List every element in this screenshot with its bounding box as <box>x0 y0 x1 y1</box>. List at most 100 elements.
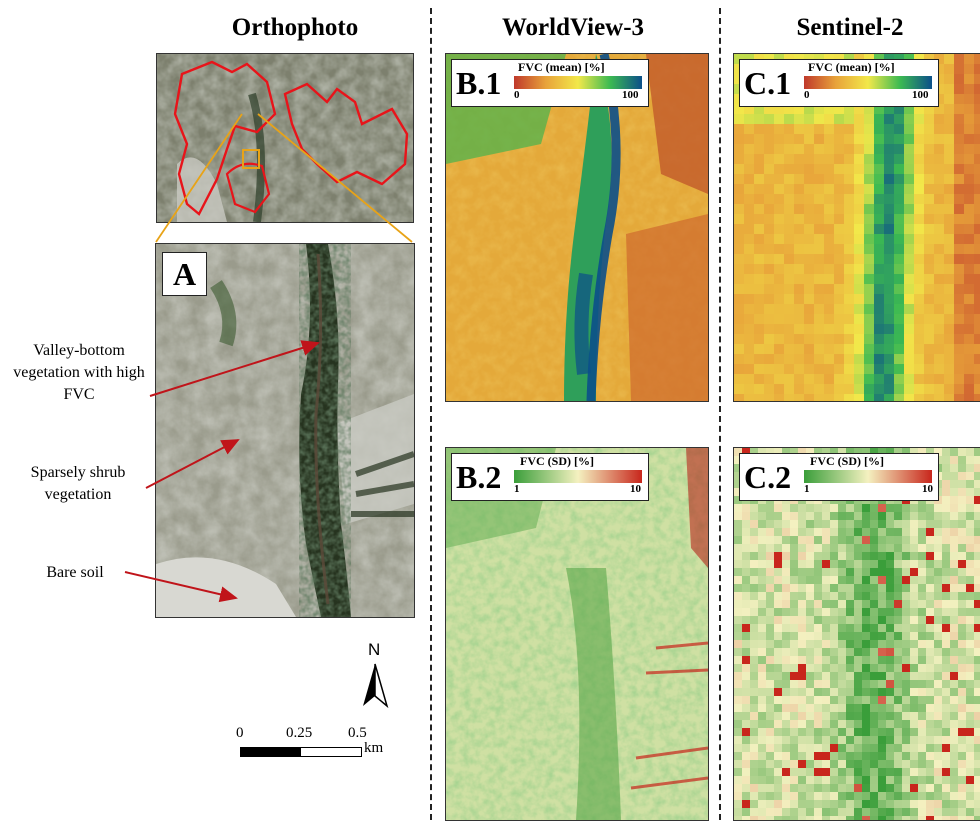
raster-cell <box>846 736 854 744</box>
raster-cell <box>974 648 980 656</box>
raster-cell <box>966 512 974 520</box>
raster-cell <box>782 544 790 552</box>
raster-cell <box>814 334 824 344</box>
raster-cell <box>950 504 958 512</box>
raster-cell <box>774 254 784 264</box>
raster-cell <box>742 760 750 768</box>
raster-cell <box>844 124 854 134</box>
raster-cell <box>824 204 834 214</box>
raster-cell <box>834 194 844 204</box>
raster-cell <box>944 254 954 264</box>
raster-cell <box>942 520 950 528</box>
raster-cell <box>918 560 926 568</box>
raster-cell <box>766 584 774 592</box>
raster-cell <box>830 568 838 576</box>
raster-cell <box>784 384 794 394</box>
raster-cell <box>864 294 874 304</box>
raster-cell <box>804 354 814 364</box>
raster-cell <box>734 576 742 584</box>
raster-cell <box>854 760 862 768</box>
raster-cell <box>798 544 806 552</box>
raster-cell <box>924 104 934 114</box>
raster-cell <box>926 504 934 512</box>
raster-cell <box>838 728 846 736</box>
panel-c2-legend: C.2 FVC (SD) [%] 1 10 <box>739 453 939 501</box>
raster-cell <box>744 244 754 254</box>
raster-cell <box>886 760 894 768</box>
raster-cell <box>934 560 942 568</box>
raster-cell <box>814 560 822 568</box>
raster-cell <box>834 264 844 274</box>
raster-cell <box>782 608 790 616</box>
raster-cell <box>870 712 878 720</box>
raster-cell <box>934 274 944 284</box>
raster-cell <box>822 592 830 600</box>
raster-cell <box>774 608 782 616</box>
raster-cell <box>774 792 782 800</box>
panel-b1-legend-min: 0 <box>514 89 520 101</box>
raster-cell <box>844 104 854 114</box>
raster-cell <box>814 104 824 114</box>
raster-cell <box>838 744 846 752</box>
raster-cell <box>758 600 766 608</box>
raster-cell <box>974 704 980 712</box>
raster-cell <box>830 584 838 592</box>
raster-cell <box>814 672 822 680</box>
raster-cell <box>742 808 750 816</box>
raster-cell <box>864 144 874 154</box>
raster-cell <box>754 264 764 274</box>
raster-cell <box>966 704 974 712</box>
raster-cell <box>744 134 754 144</box>
raster-cell <box>862 608 870 616</box>
raster-cell <box>974 616 980 624</box>
raster-cell <box>830 448 838 456</box>
raster-cell <box>794 174 804 184</box>
raster-cell <box>754 214 764 224</box>
raster-cell <box>914 234 924 244</box>
raster-cell <box>966 784 974 792</box>
raster-cell <box>758 664 766 672</box>
raster-cell <box>966 552 974 560</box>
raster-cell <box>838 648 846 656</box>
raster-cell <box>744 304 754 314</box>
raster-cell <box>758 696 766 704</box>
raster-cell <box>904 134 914 144</box>
raster-cell <box>774 584 782 592</box>
raster-cell <box>894 224 904 234</box>
raster-cell <box>854 448 862 456</box>
raster-cell <box>974 736 980 744</box>
raster-cell <box>784 354 794 364</box>
raster-cell <box>838 800 846 808</box>
raster-cell <box>964 384 974 394</box>
raster-cell <box>806 752 814 760</box>
raster-cell <box>926 640 934 648</box>
raster-cell <box>790 672 798 680</box>
raster-cell <box>814 576 822 584</box>
raster-cell <box>974 800 980 808</box>
raster-cell <box>774 720 782 728</box>
raster-cell <box>870 584 878 592</box>
raster-cell <box>894 264 904 274</box>
raster-cell <box>804 274 814 284</box>
raster-cell <box>844 154 854 164</box>
raster-cell <box>758 728 766 736</box>
raster-cell <box>918 816 926 820</box>
raster-cell <box>734 204 744 214</box>
raster-cell <box>926 808 934 816</box>
raster-cell <box>950 760 958 768</box>
raster-cell <box>744 394 754 401</box>
raster-cell <box>814 520 822 528</box>
raster-cell <box>764 324 774 334</box>
raster-cell <box>924 284 934 294</box>
raster-cell <box>846 616 854 624</box>
raster-cell <box>878 792 886 800</box>
raster-cell <box>830 720 838 728</box>
raster-cell <box>878 520 886 528</box>
raster-cell <box>790 552 798 560</box>
raster-cell <box>966 536 974 544</box>
raster-cell <box>904 174 914 184</box>
raster-cell <box>894 704 902 712</box>
raster-cell <box>950 696 958 704</box>
raster-cell <box>894 672 902 680</box>
raster-cell <box>766 592 774 600</box>
